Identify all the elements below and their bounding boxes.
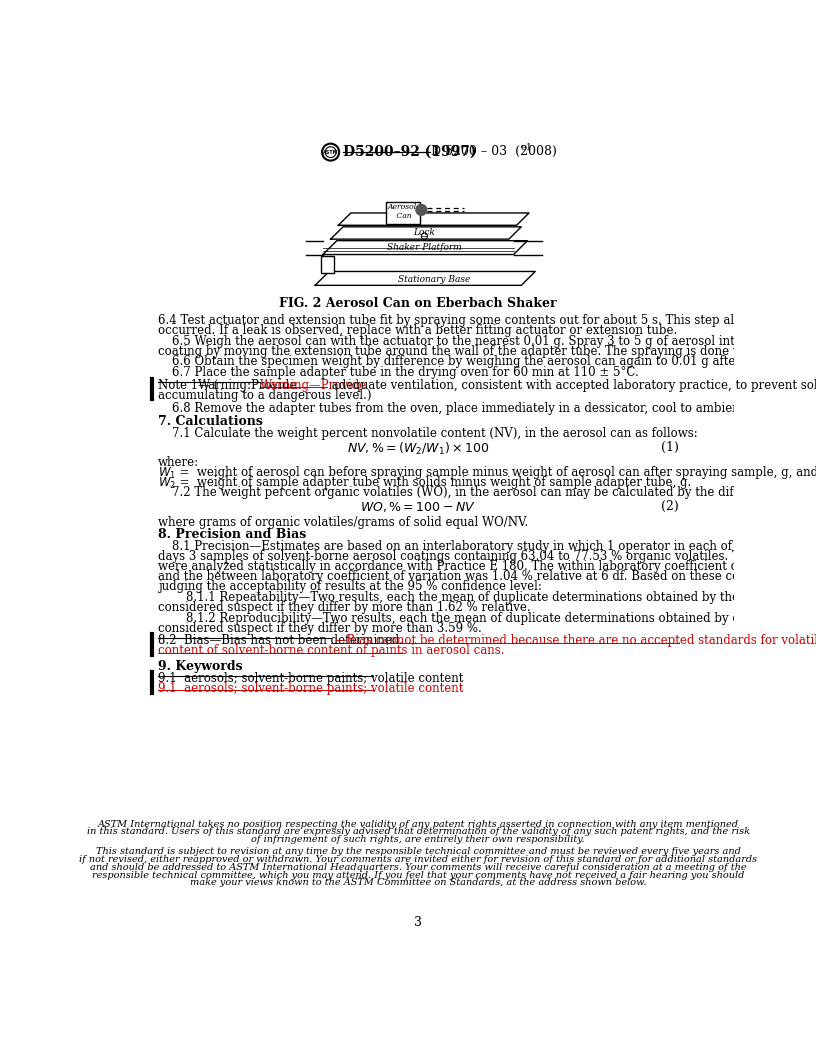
Polygon shape xyxy=(339,213,529,225)
Text: of infringement of such rights, are entirely their own responsibility.: of infringement of such rights, are enti… xyxy=(251,835,585,844)
Text: ASTM: ASTM xyxy=(323,150,339,154)
Text: 7.1 Calculate the weight percent nonvolatile content (NV), in the aerosol can as: 7.1 Calculate the weight percent nonvola… xyxy=(171,427,698,440)
Text: in this standard. Users of this standard are expressly advised that determinatio: in this standard. Users of this standard… xyxy=(86,828,750,836)
Text: FIG. 2 Aerosol Can on Eberbach Shaker: FIG. 2 Aerosol Can on Eberbach Shaker xyxy=(279,297,557,309)
Text: considered suspect if they differ by more than 1.62 % relative.: considered suspect if they differ by mor… xyxy=(157,601,530,614)
Text: and should be addressed to ASTM International Headquarters. Your comments will r: and should be addressed to ASTM Internat… xyxy=(90,863,747,872)
Text: if not revised, either reapproved or withdrawn. Your comments are invited either: if not revised, either reapproved or wit… xyxy=(79,855,757,864)
Text: and the between laboratory coefficient of variation was 1.04 % relative at 6 df.: and the between laboratory coefficient o… xyxy=(157,570,816,583)
Text: make your views known to the ASTM Committee on Standards, at the address shown b: make your views known to the ASTM Commit… xyxy=(190,879,646,887)
Text: 8.2  Bias—Bias has not been determined.: 8.2 Bias—Bias has not been determined. xyxy=(157,635,403,647)
Text: =  weight of sample adapter tube with solids minus weight of sample adapter tube: = weight of sample adapter tube with sol… xyxy=(171,476,691,489)
Text: Aerosol
 Can: Aerosol Can xyxy=(388,203,417,220)
Text: 8.1.1 Repeatability—Two results, each the mean of duplicate determinations obtai: 8.1.1 Repeatability—Two results, each th… xyxy=(186,591,816,604)
Text: 3: 3 xyxy=(415,916,422,929)
FancyBboxPatch shape xyxy=(386,202,419,224)
Text: D 5200 – 03  (2008): D 5200 – 03 (2008) xyxy=(432,145,557,157)
Text: responsible technical committee, which you may attend. If you feel that your com: responsible technical committee, which y… xyxy=(92,870,744,880)
Text: where grams of organic volatiles/grams of solid equal WO/NV.: where grams of organic volatiles/grams o… xyxy=(157,515,528,529)
Text: 6.5 Weigh the aerosol can with the actuator to the nearest 0.01 g. Spray 3 to 5 : 6.5 Weigh the aerosol can with the actua… xyxy=(171,335,816,347)
Text: 7.2 The weight percent organic volatiles (WO), in the aerosol can may be calcula: 7.2 The weight percent organic volatiles… xyxy=(171,487,816,499)
Text: 8. Precision and Bias: 8. Precision and Bias xyxy=(157,528,306,541)
Text: —Bias cannot be determined because there are no accepted standards for volatile: —Bias cannot be determined because there… xyxy=(331,635,816,647)
Text: 9. Keywords: 9. Keywords xyxy=(157,660,242,673)
Text: Stationary Base: Stationary Base xyxy=(397,275,470,284)
Text: Shaker Platform: Shaker Platform xyxy=(387,243,462,252)
Text: coating by moving the extension tube around the wall of the adapter tube. The sp: coating by moving the extension tube aro… xyxy=(157,344,816,358)
Text: 9.1  aerosols; solvent-borne paints; volatile content: 9.1 aerosols; solvent-borne paints; vola… xyxy=(157,682,463,695)
Text: D5200–92 (1997): D5200–92 (1997) xyxy=(343,145,477,159)
Text: 8.1 Precision—Estimates are based on an interlaboratory study in which 1 operato: 8.1 Precision—Estimates are based on an … xyxy=(171,541,816,553)
Text: =  weight of aerosol can before spraying sample minus weight of aerosol can afte: = weight of aerosol can before spraying … xyxy=(171,467,816,479)
Circle shape xyxy=(416,205,427,215)
Text: (2): (2) xyxy=(661,501,679,513)
Text: 9.1  aerosols; solvent-borne paints; volatile content: 9.1 aerosols; solvent-borne paints; vola… xyxy=(157,672,463,685)
Text: Note 1— (: Note 1— ( xyxy=(157,378,218,392)
Text: Lock: Lock xyxy=(414,228,436,238)
Text: $W_2$: $W_2$ xyxy=(157,476,176,491)
Text: $NV, \% = (W_2/W_1) \times 100$: $NV, \% = (W_2/W_1) \times 100$ xyxy=(347,441,490,457)
Text: Warning—Provide: Warning—Provide xyxy=(260,378,367,392)
FancyBboxPatch shape xyxy=(322,257,334,274)
Text: This standard is subject to revision at any time by the responsible technical co: This standard is subject to revision at … xyxy=(95,847,741,856)
Text: $W_1$: $W_1$ xyxy=(157,467,176,482)
Text: content of solvent-borne content of paints in aerosol cans.: content of solvent-borne content of pain… xyxy=(157,644,504,657)
Text: considered suspect if they differ by more than 3.59 %.: considered suspect if they differ by mor… xyxy=(157,622,481,635)
Text: Warning:Provide: Warning:Provide xyxy=(198,378,298,392)
Text: 6.8 Remove the adapter tubes from the oven, place immediately in a dessicator, c: 6.8 Remove the adapter tubes from the ov… xyxy=(171,402,816,415)
Polygon shape xyxy=(330,227,521,239)
Text: (1): (1) xyxy=(661,441,679,454)
Text: e1: e1 xyxy=(521,143,533,152)
Text: ASTM International takes no position respecting the validity of any patent right: ASTM International takes no position res… xyxy=(98,819,738,829)
Text: 6.6 Obtain the specimen weight by difference by weighing the aerosol can again t: 6.6 Obtain the specimen weight by differ… xyxy=(171,356,816,369)
Text: 7. Calculations: 7. Calculations xyxy=(157,415,263,428)
Text: adequate ventilation, consistent with accepted laboratory practice, to prevent s: adequate ventilation, consistent with ac… xyxy=(328,378,816,392)
Text: were analyzed statistically in accordance with Practice E 180. The within labora: were analyzed statistically in accordanc… xyxy=(157,561,816,573)
Text: accumulating to a dangerous level.): accumulating to a dangerous level.) xyxy=(157,389,371,401)
Polygon shape xyxy=(315,271,535,285)
Text: 6.4 Test actuator and extension tube fit by spraying some contents out for about: 6.4 Test actuator and extension tube fit… xyxy=(157,314,816,326)
Text: occurred. If a leak is observed, replace with a better fitting actuator or exten: occurred. If a leak is observed, replace… xyxy=(157,324,677,337)
Text: 6.7 Place the sample adapter tube in the drying oven for 60 min at 110 ± 5°C.: 6.7 Place the sample adapter tube in the… xyxy=(171,366,638,379)
Text: 8.1.2 Reproducibility—Two results, each the mean of duplicate determinations obt: 8.1.2 Reproducibility—Two results, each … xyxy=(186,611,816,625)
Text: $WO, \% = 100 - NV$: $WO, \% = 100 - NV$ xyxy=(361,501,476,514)
Polygon shape xyxy=(323,241,527,254)
Text: judging the acceptability of results at the 95 % confidence level:: judging the acceptability of results at … xyxy=(157,580,542,593)
Text: where:: where: xyxy=(157,456,199,469)
Text: days 3 samples of solvent-borne aerosol coatings containing 63.04 to 77.53 % org: days 3 samples of solvent-borne aerosol … xyxy=(157,550,816,563)
